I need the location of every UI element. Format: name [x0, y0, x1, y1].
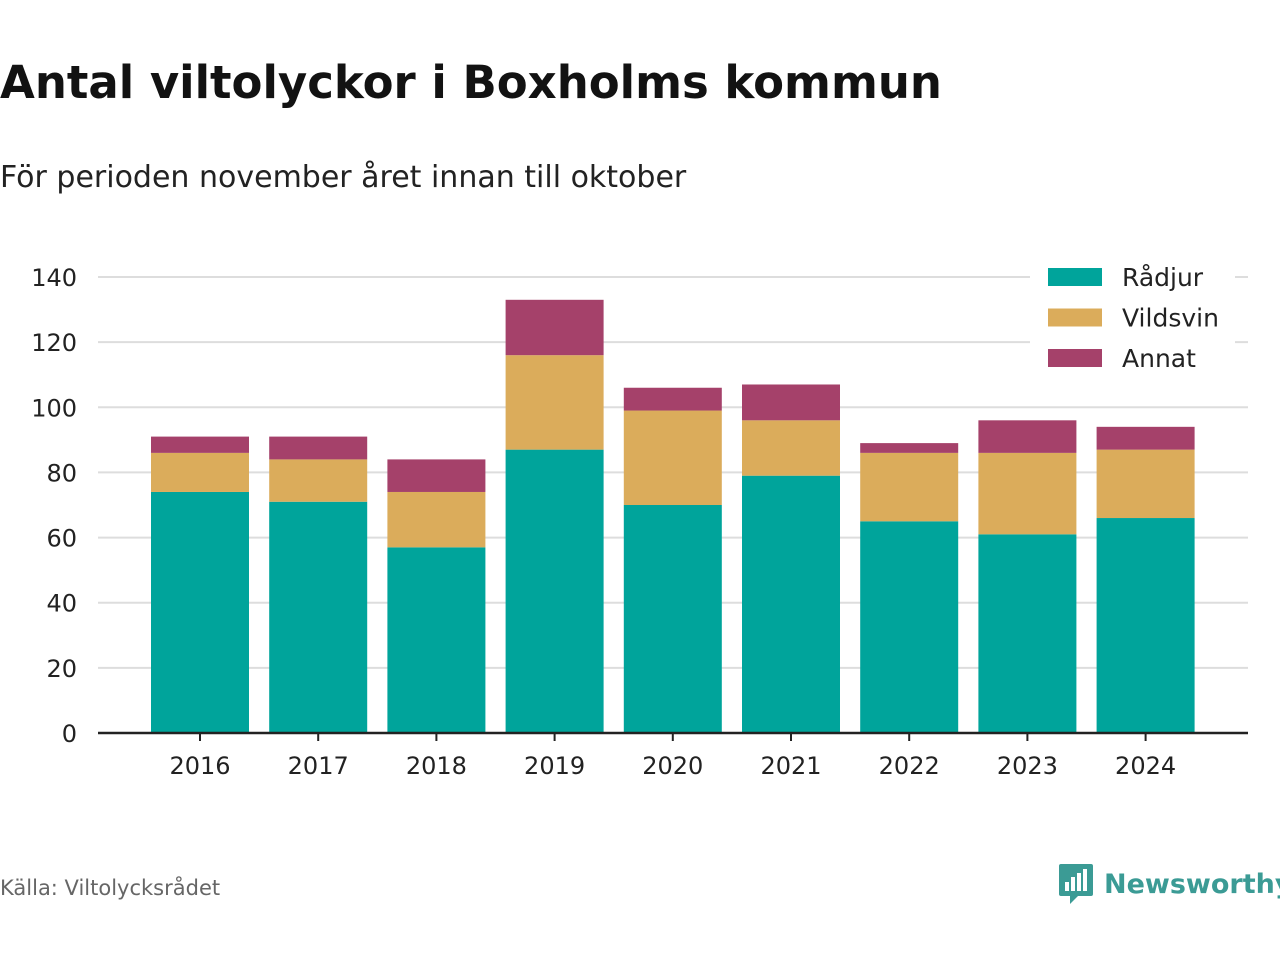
x-axis-tick-labels: 2016 2017 2018 2019 2020 2021 2022 2023 2024 [169, 733, 1176, 780]
legend-swatch-vildsvin [1048, 308, 1102, 327]
bar-rådjur-2018 [387, 547, 486, 733]
y-tick-label: 120 [31, 329, 77, 357]
bar-annat-2018 [387, 459, 486, 492]
bar-annat-2024 [1096, 426, 1195, 450]
y-tick-label: 80 [46, 459, 77, 487]
bar-vildsvin-2022 [860, 452, 959, 522]
x-tick-label: 2016 [169, 752, 230, 780]
bar-annat-2019 [505, 299, 604, 356]
x-tick-label: 2021 [760, 752, 821, 780]
brand-name: Newsworthy [1104, 868, 1280, 900]
bar-vildsvin-2021 [742, 420, 840, 476]
bar-annat-2023 [978, 420, 1077, 453]
y-tick-label: 20 [46, 655, 77, 683]
bar-annat-2021 [742, 384, 840, 421]
x-tick-label: 2023 [997, 752, 1058, 780]
bar-vildsvin-2017 [269, 459, 368, 502]
legend-label-vildsvin: Vildsvin [1122, 304, 1219, 333]
x-tick-label: 2017 [288, 752, 349, 780]
x-tick-label: 2018 [406, 752, 467, 780]
x-tick-label: 2020 [642, 752, 703, 780]
legend-swatch-annat [1048, 349, 1102, 367]
x-tick-label: 2022 [879, 752, 940, 780]
bar-vildsvin-2020 [623, 410, 722, 505]
bar-annat-2022 [860, 443, 959, 453]
bar-rådjur-2024 [1096, 518, 1195, 733]
y-tick-label: 60 [46, 525, 77, 553]
legend: Rådjur Vildsvin Annat [1030, 252, 1235, 382]
bar-vildsvin-2024 [1096, 449, 1195, 519]
legend-swatch-rådjur [1048, 268, 1102, 286]
legend-label-rådjur: Rådjur [1122, 263, 1204, 292]
bar-rådjur-2021 [742, 475, 840, 733]
bar-vildsvin-2019 [505, 355, 604, 450]
bar-vildsvin-2018 [387, 491, 486, 548]
x-tick-label: 2024 [1115, 752, 1176, 780]
source-note: Källa: Viltolycksrådet [0, 876, 221, 900]
y-tick-label: 140 [31, 264, 77, 292]
bar-vildsvin-2016 [151, 452, 249, 492]
bar-rådjur-2023 [978, 534, 1077, 733]
brand-logo: Newsworthy [1058, 862, 1280, 906]
x-tick-label: 2019 [524, 752, 585, 780]
legend-label-annat: Annat [1122, 344, 1196, 373]
chart-title: Antal viltolyckor i Boxholms kommun [0, 56, 942, 109]
bar-annat-2017 [269, 436, 368, 460]
bar-vildsvin-2023 [978, 452, 1077, 535]
newsworthy-logo-icon [1059, 864, 1093, 904]
bar-annat-2016 [151, 436, 249, 453]
bar-annat-2020 [623, 387, 722, 411]
chart-subtitle: För perioden november året innan till ok… [0, 160, 687, 195]
bars [151, 299, 1195, 733]
bar-rådjur-2022 [860, 521, 959, 733]
bar-rådjur-2020 [623, 505, 722, 733]
y-tick-label: 0 [62, 720, 77, 748]
y-tick-label: 100 [31, 394, 77, 422]
y-axis-tick-labels: 0 20 40 60 80 100 120 140 [31, 264, 77, 748]
y-tick-label: 40 [46, 590, 77, 618]
bar-rådjur-2017 [269, 501, 368, 733]
bar-rådjur-2016 [151, 491, 249, 733]
bar-rådjur-2019 [505, 449, 604, 733]
